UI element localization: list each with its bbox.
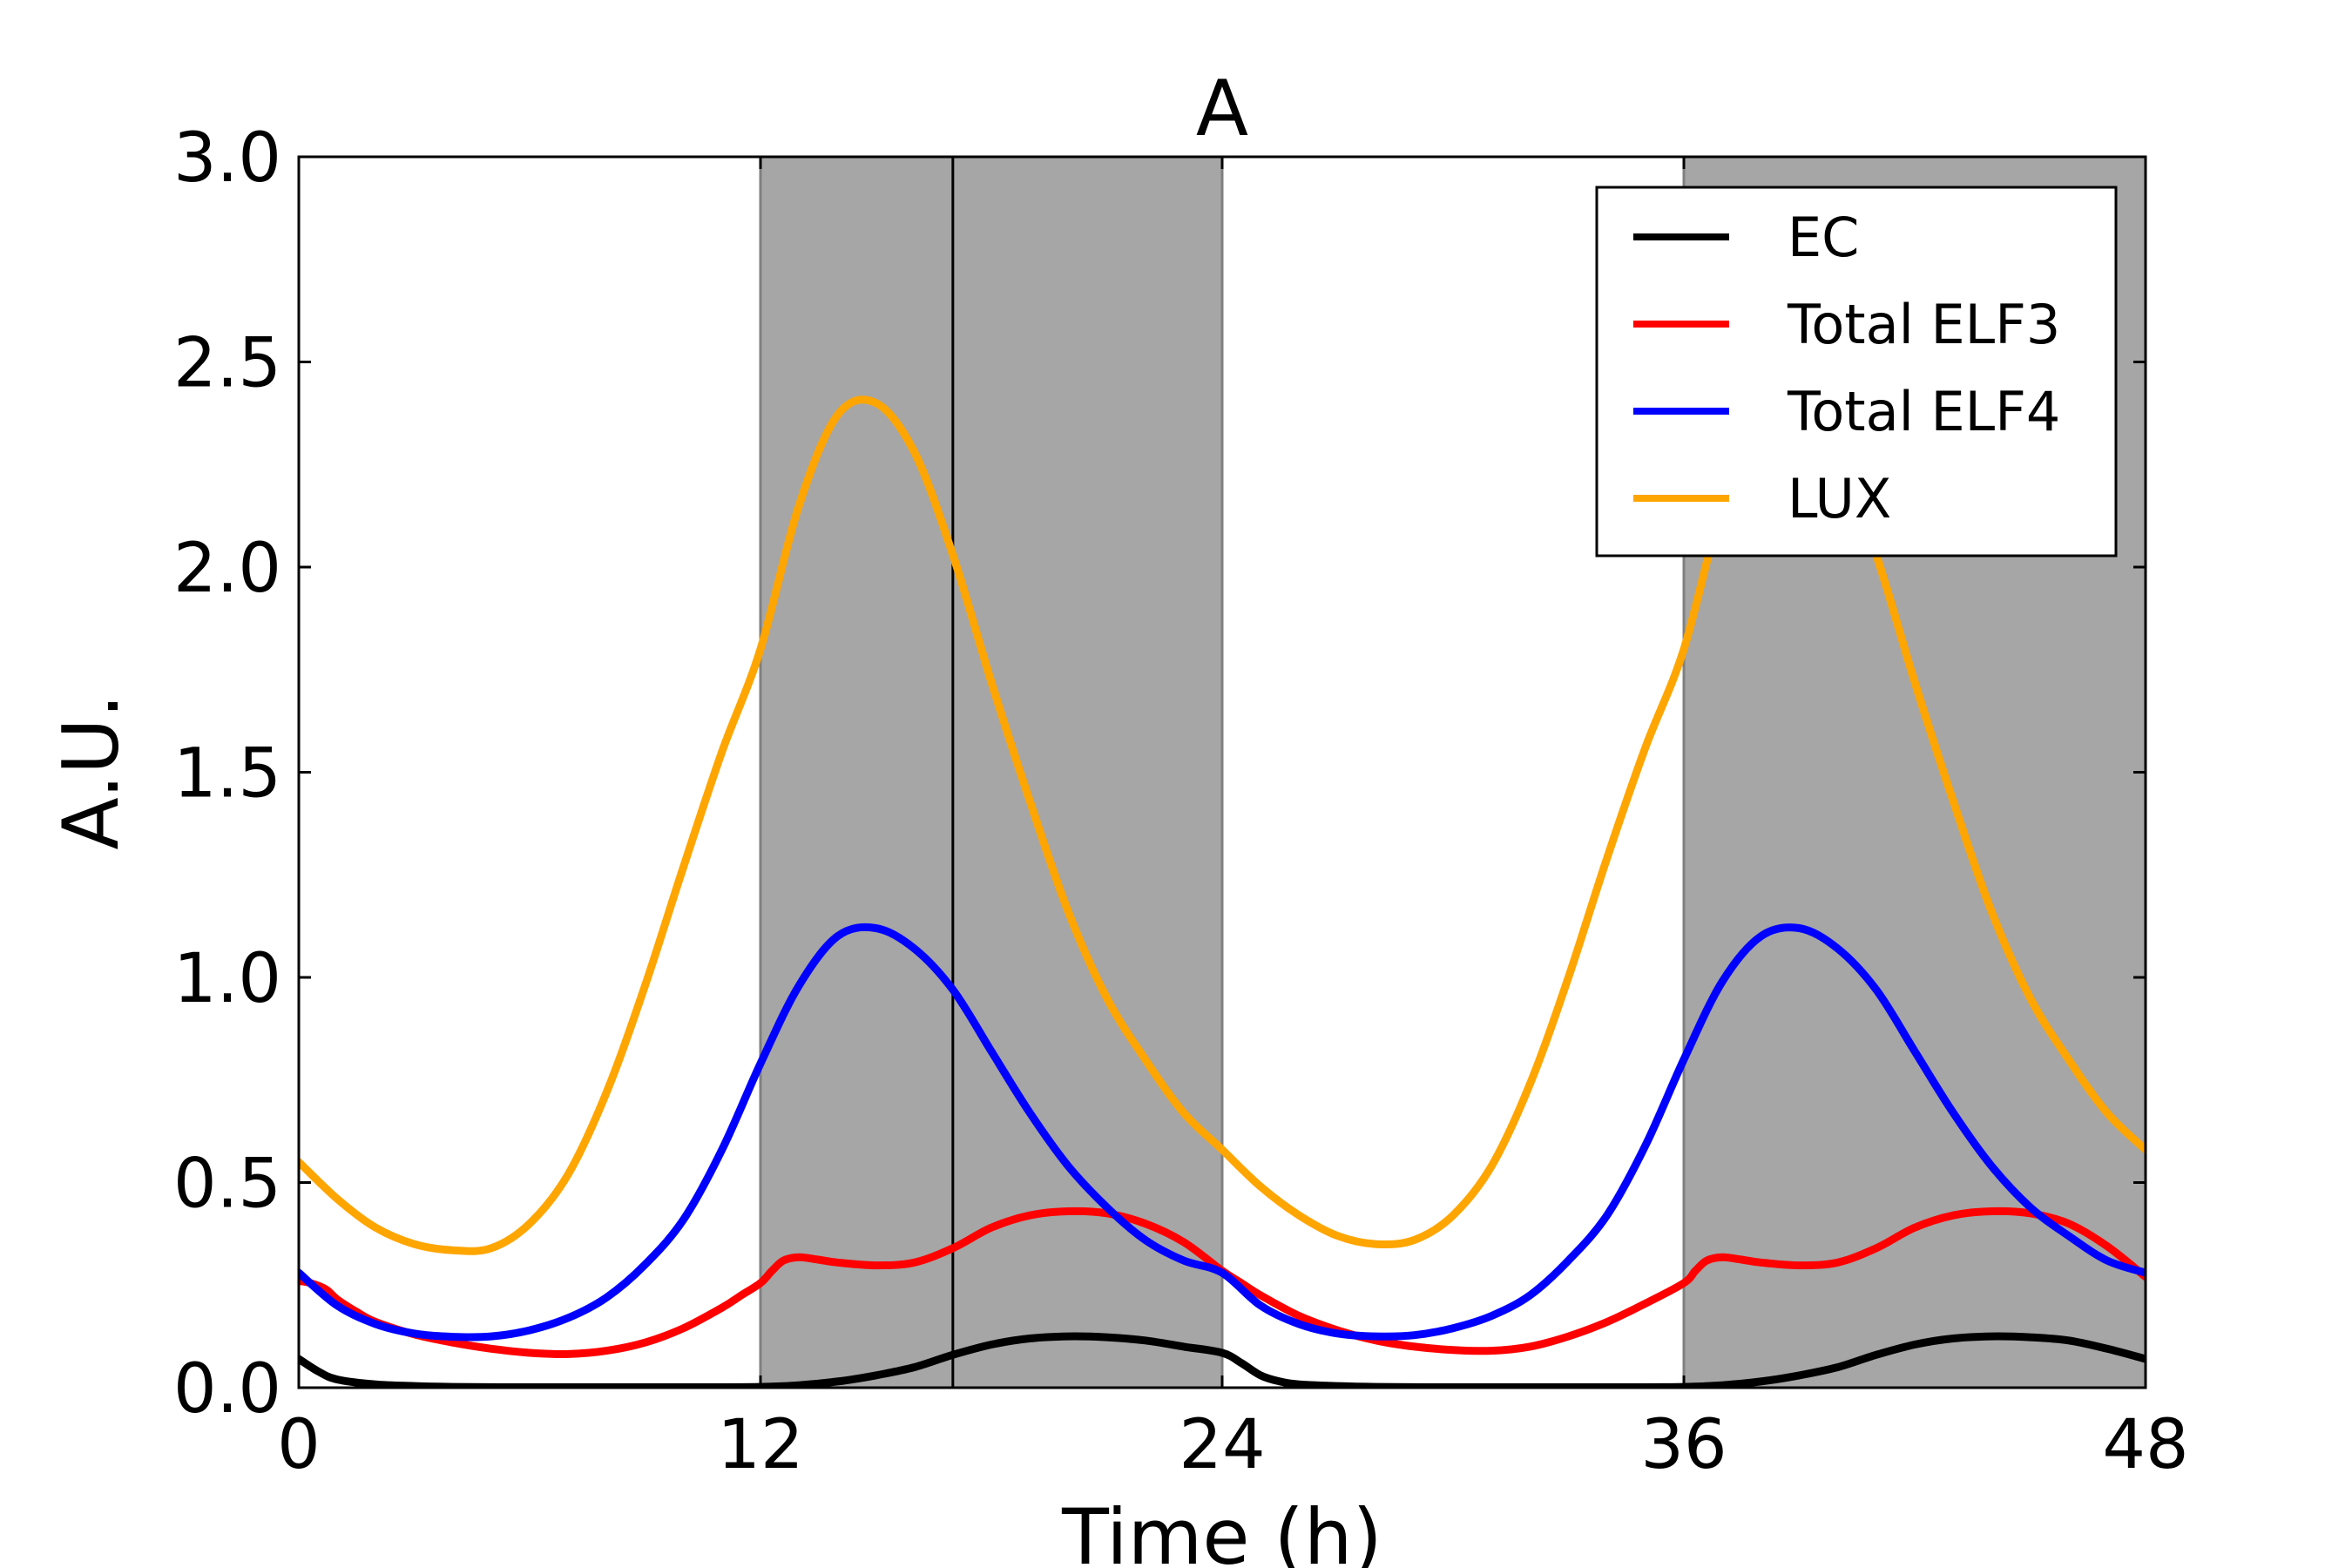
y-axis-label: A.U.	[46, 693, 136, 849]
series-line-total-elf3	[299, 1206, 2146, 1358]
x-tick-label: 24	[1179, 1406, 1265, 1484]
y-tick-labels: 0.0 0.5 1.0 1.5 2.0 2.5 3.0	[173, 119, 281, 1429]
legend-label-ec: EC	[1788, 206, 1859, 269]
legend: EC Total ELF3 Total ELF4 LUX	[1595, 186, 2118, 558]
axis-ticks	[297, 155, 2147, 1389]
x-tick-label: 48	[2102, 1406, 2188, 1484]
dark-period-1	[759, 155, 1224, 1389]
y-tick-label: 1.0	[173, 940, 281, 1018]
y-tick-label: 0.5	[173, 1146, 281, 1224]
y-tick-label: 2.5	[173, 325, 281, 403]
x-tick-labels: 0 12 24 36 48	[277, 1406, 2188, 1484]
x-tick-label: 12	[717, 1406, 803, 1484]
legend-box	[1595, 186, 2118, 558]
chart-title: A	[1196, 64, 1248, 153]
y-tick-label: 1.5	[173, 735, 281, 814]
y-tick-label: 3.0	[173, 119, 281, 198]
y-tick-label: 0.0	[173, 1350, 281, 1429]
legend-label-total-elf3: Total ELF3	[1787, 293, 2060, 356]
x-tick-label: 0	[277, 1406, 321, 1484]
legend-label-lux: LUX	[1788, 467, 1891, 531]
y-tick-label: 2.0	[173, 530, 281, 608]
x-axis-label: Time (h)	[1061, 1492, 1382, 1568]
legend-label-total-elf4: Total ELF4	[1787, 380, 2060, 443]
x-tick-label: 36	[1640, 1406, 1727, 1484]
series-line-total-elf4	[299, 923, 2146, 1342]
